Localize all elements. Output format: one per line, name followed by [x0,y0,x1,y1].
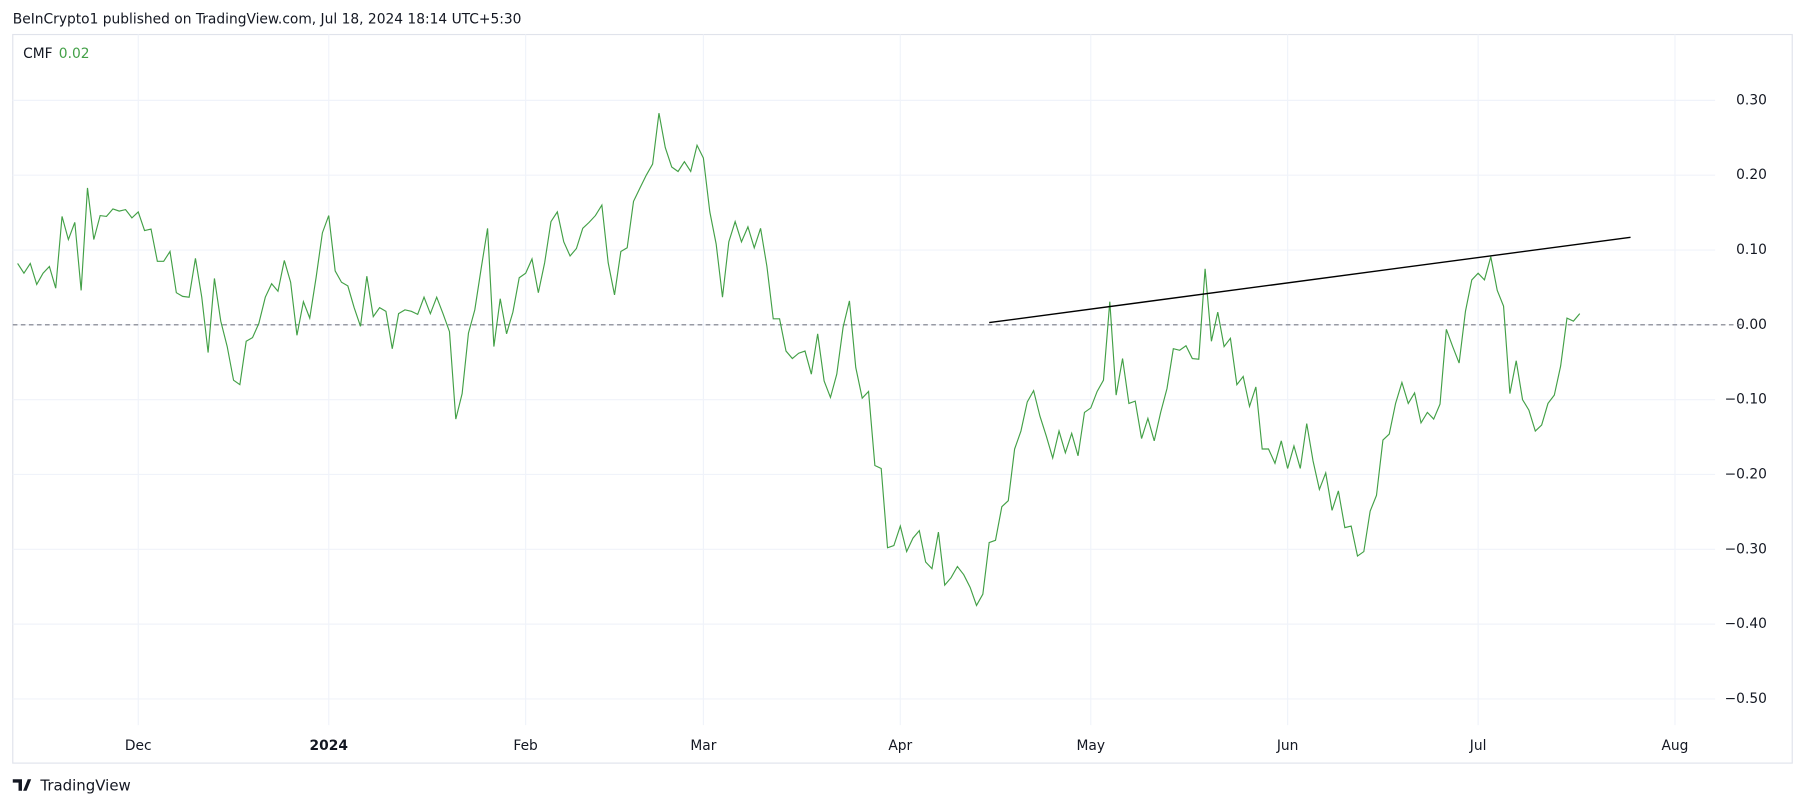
cmf-line [17,113,1581,607]
legend-value: 0.02 [59,46,90,62]
plot [12,113,1744,607]
x-tick-label: Dec [125,738,152,754]
x-tick-label: Mar [690,738,716,754]
x-tick-label: Aug [1662,738,1689,754]
footer: TradingView [39,777,130,795]
legend-name: CMF [23,46,53,62]
y-tick-label: −0.30 [1725,541,1767,557]
y-tick-label: −0.40 [1725,616,1767,632]
y-tick-label: −0.50 [1725,691,1767,707]
y-tick-label: 0.20 [1736,167,1767,183]
frame [12,33,1793,764]
logo [12,779,32,791]
y-tick-label: 0.10 [1736,242,1767,258]
x-tick-label: Jul [1469,738,1487,754]
x-tick-label: May [1077,738,1106,754]
trend-line [989,236,1631,324]
x-tick-label: 2024 [310,738,348,754]
y-tick-label: 0.00 [1736,317,1767,333]
y-tick-label: −0.10 [1725,392,1767,408]
grid: 0.30 0.20 0.10 0.00 −0.10 −0.20 −0.30 −0.40 −0.5… [12,34,1767,754]
y-tick-label: −0.20 [1725,466,1767,482]
x-tick-label: Jun [1276,738,1299,754]
header: BeInCrypto1 published on TradingView.com… [13,12,522,28]
y-tick-label: 0.30 [1736,92,1767,108]
x-tick-label: Feb [513,738,537,754]
x-tick-label: Apr [888,738,912,754]
